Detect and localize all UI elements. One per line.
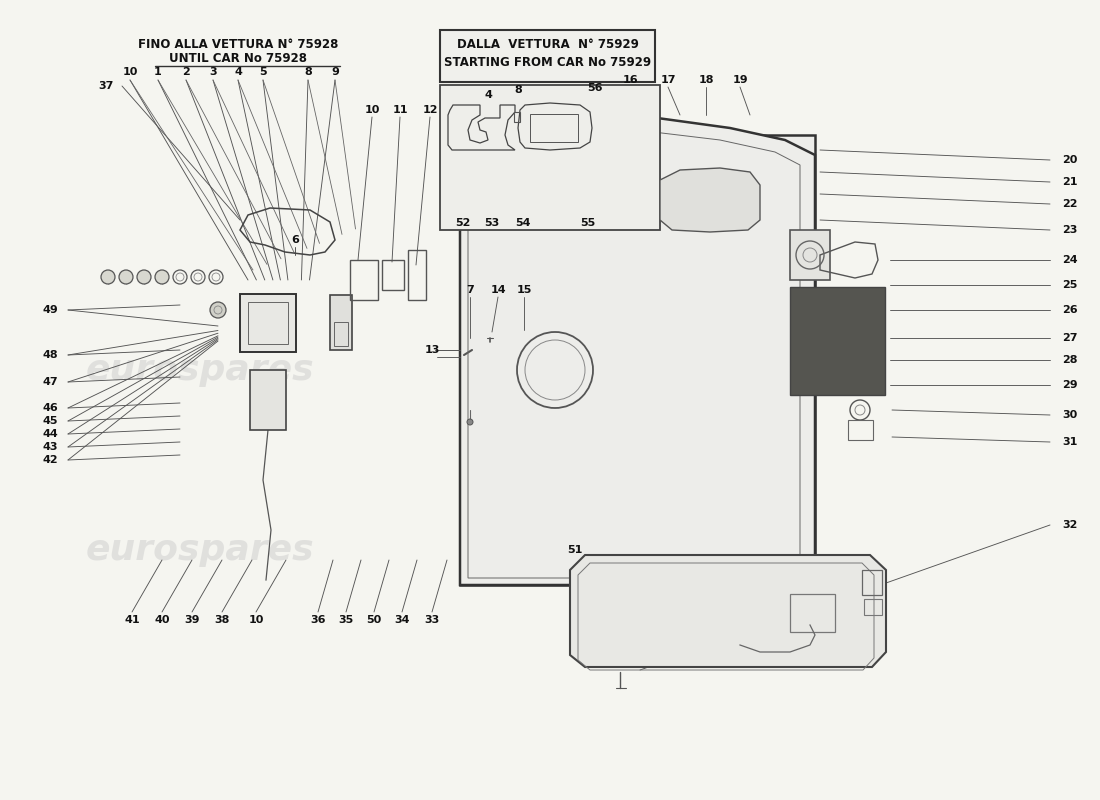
Text: 42: 42 (42, 455, 58, 465)
Text: 19: 19 (733, 75, 748, 85)
Circle shape (155, 270, 169, 284)
Text: 54: 54 (515, 218, 530, 228)
Text: eurospares: eurospares (86, 533, 315, 567)
Text: 27: 27 (1063, 333, 1078, 343)
Circle shape (468, 419, 473, 425)
Text: 26: 26 (1063, 305, 1078, 315)
Bar (248, 302, 288, 344)
Text: 48: 48 (42, 350, 58, 360)
Bar (864, 599, 882, 615)
Text: 7: 7 (466, 285, 474, 295)
Text: 4: 4 (484, 90, 492, 100)
Text: 46: 46 (42, 403, 58, 413)
Bar (530, 114, 578, 142)
Text: 25: 25 (1063, 280, 1078, 290)
Bar (240, 294, 296, 352)
Text: eurospares: eurospares (86, 353, 315, 387)
Circle shape (138, 270, 151, 284)
Bar (330, 295, 352, 350)
Text: 51: 51 (568, 545, 583, 555)
Text: 21: 21 (1063, 177, 1078, 187)
Text: FINO ALLA VETTURA N° 75928: FINO ALLA VETTURA N° 75928 (138, 38, 338, 51)
Bar (440, 30, 654, 82)
Text: 6: 6 (292, 235, 299, 245)
Text: 14: 14 (491, 285, 506, 295)
Text: 56: 56 (587, 83, 603, 93)
Text: 22: 22 (1063, 199, 1078, 209)
Text: 1: 1 (154, 67, 162, 77)
Text: 2: 2 (183, 67, 190, 77)
Text: 36: 36 (310, 615, 326, 625)
Circle shape (119, 270, 133, 284)
Text: 3: 3 (209, 67, 217, 77)
Bar (790, 594, 835, 632)
Text: 5: 5 (260, 67, 267, 77)
Bar (862, 570, 882, 595)
Bar (334, 322, 348, 346)
Bar (790, 230, 830, 280)
Text: 52: 52 (455, 218, 471, 228)
Circle shape (101, 270, 116, 284)
Text: 53: 53 (484, 218, 499, 228)
Text: 40: 40 (154, 615, 169, 625)
Text: 4: 4 (234, 67, 242, 77)
Bar (460, 135, 815, 585)
Text: 29: 29 (1063, 380, 1078, 390)
Text: 38: 38 (214, 615, 230, 625)
Text: 20: 20 (1063, 155, 1078, 165)
Text: 11: 11 (393, 105, 408, 115)
Text: 10: 10 (249, 615, 264, 625)
Bar (408, 250, 426, 300)
Text: 28: 28 (1063, 355, 1078, 365)
Text: 30: 30 (1063, 410, 1078, 420)
Text: UNTIL CAR No 75928: UNTIL CAR No 75928 (169, 51, 307, 65)
Text: 44: 44 (42, 429, 58, 439)
Polygon shape (660, 168, 760, 232)
Bar (250, 370, 286, 430)
Text: 32: 32 (1063, 520, 1078, 530)
Text: 35: 35 (339, 615, 353, 625)
Text: 31: 31 (1063, 437, 1078, 447)
Text: 8: 8 (514, 85, 521, 95)
Text: 17: 17 (660, 75, 675, 85)
Text: eurospares: eurospares (565, 413, 794, 447)
Bar (350, 260, 378, 300)
Text: 12: 12 (422, 105, 438, 115)
Polygon shape (460, 115, 815, 585)
Text: 43: 43 (42, 442, 57, 452)
Text: 55: 55 (581, 218, 595, 228)
Bar (382, 260, 404, 290)
Text: 10: 10 (122, 67, 138, 77)
Text: 23: 23 (1063, 225, 1078, 235)
Text: 39: 39 (185, 615, 200, 625)
Text: 13: 13 (425, 345, 440, 355)
Text: 50: 50 (366, 615, 382, 625)
Text: 8: 8 (304, 67, 312, 77)
Polygon shape (570, 555, 886, 667)
Text: 33: 33 (425, 615, 440, 625)
Text: 10: 10 (364, 105, 380, 115)
Text: 15: 15 (516, 285, 531, 295)
Bar (514, 112, 520, 122)
Text: 16: 16 (623, 75, 638, 85)
Text: 47: 47 (42, 377, 58, 387)
Text: 41: 41 (124, 615, 140, 625)
Circle shape (210, 302, 225, 318)
Text: 9: 9 (331, 67, 339, 77)
Text: 49: 49 (42, 305, 58, 315)
Text: 18: 18 (698, 75, 714, 85)
Text: 34: 34 (394, 615, 409, 625)
Text: eurospares: eurospares (565, 223, 794, 257)
Bar (790, 287, 886, 395)
Text: STARTING FROM CAR No 75929: STARTING FROM CAR No 75929 (444, 55, 651, 69)
Text: 37: 37 (98, 81, 113, 91)
Text: DALLA  VETTURA  N° 75929: DALLA VETTURA N° 75929 (456, 38, 638, 50)
Bar (440, 85, 660, 230)
Text: 24: 24 (1063, 255, 1078, 265)
Bar (848, 420, 873, 440)
Text: 45: 45 (42, 416, 57, 426)
